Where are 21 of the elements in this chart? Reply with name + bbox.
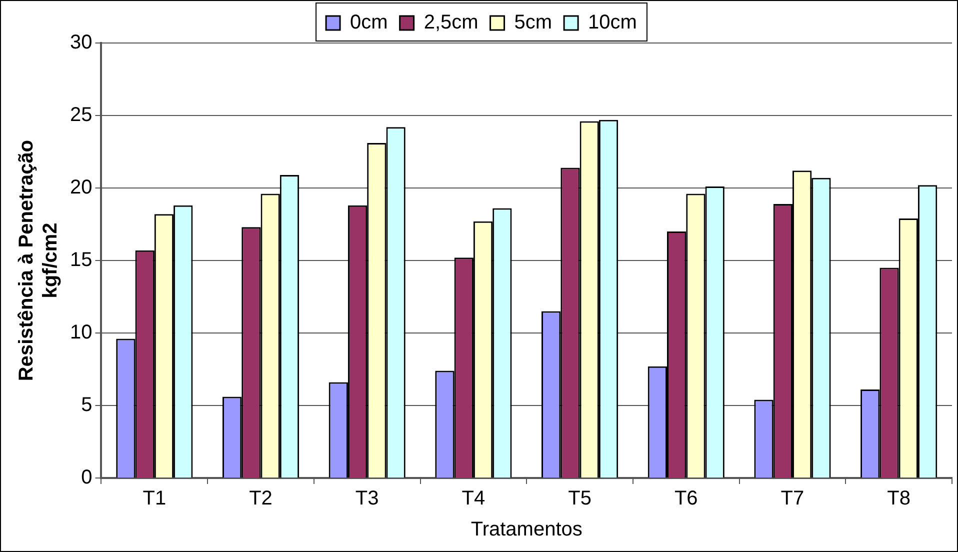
y-tick-label: 25 — [70, 104, 92, 126]
y-tick-label: 15 — [70, 249, 92, 272]
legend-label: 0cm — [350, 12, 388, 34]
legend-label: 2,5cm — [424, 12, 478, 34]
legend-label: 5cm — [514, 12, 552, 34]
x-tick-label: T4 — [462, 488, 486, 510]
y-tick-label: 0 — [81, 466, 92, 489]
y-tick-label: 20 — [70, 176, 92, 199]
x-tick-label: T3 — [355, 488, 379, 510]
x-tick-label: T6 — [674, 488, 698, 510]
y-axis-title: Resistência à Penetração kgf/cm2 — [16, 140, 62, 382]
y-tick-label: 5 — [81, 394, 92, 416]
x-tick-label: T8 — [887, 488, 910, 510]
x-tick-label: T2 — [249, 488, 272, 510]
legend-label: 10cm — [588, 12, 637, 34]
x-axis-title: Tratamentos — [470, 518, 582, 541]
x-tick-label: T7 — [780, 488, 804, 510]
y-tick-label: 10 — [70, 322, 92, 344]
x-tick-label: T5 — [568, 488, 592, 510]
x-tick-label: T1 — [142, 488, 166, 510]
y-tick-label: 30 — [70, 32, 92, 54]
